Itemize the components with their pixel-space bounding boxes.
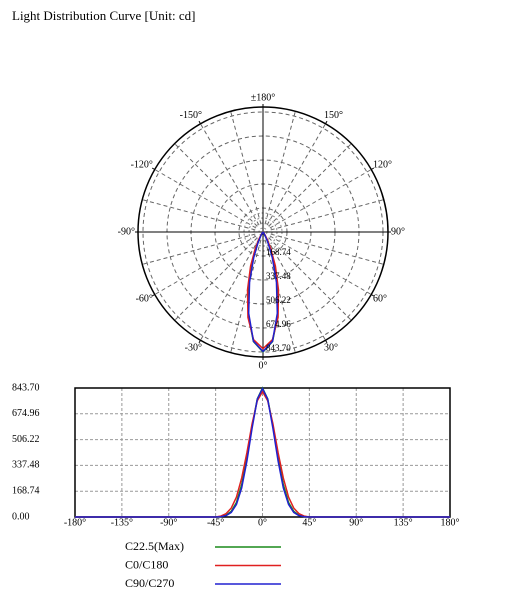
spoke	[154, 169, 257, 229]
spoke	[230, 111, 262, 225]
angle-tick-label: 150°	[324, 110, 343, 121]
angle-tick-label: -120°	[131, 159, 153, 170]
spoke	[230, 239, 262, 353]
polar-curve	[247, 231, 279, 353]
y-tick-label: 506.22	[12, 434, 40, 445]
spoke	[142, 233, 256, 265]
x-tick-label: -180°	[64, 517, 86, 528]
spoke	[174, 143, 258, 227]
spoke	[142, 199, 256, 231]
radial-tick-label: 168.74	[266, 247, 291, 257]
angle-tick-label: 90°	[391, 226, 405, 237]
x-tick-label: 135°	[394, 517, 413, 528]
spoke	[266, 123, 326, 226]
spoke	[266, 238, 326, 341]
spoke	[264, 239, 296, 353]
legend-label: C22.5(Max)	[125, 539, 184, 553]
spoke	[270, 199, 384, 231]
angle-tick	[198, 120, 201, 124]
angle-tick-label: 60°	[373, 293, 387, 304]
angle-tick	[151, 167, 155, 170]
angle-tick-label: -60°	[136, 293, 153, 304]
angle-tick-label: -150°	[180, 110, 202, 121]
x-tick-label: 90°	[349, 517, 363, 528]
x-tick-label: 180°	[441, 517, 460, 528]
legend-label: C0/C180	[125, 557, 168, 571]
y-tick-label: 168.74	[12, 485, 40, 496]
angle-tick-label: -90°	[118, 226, 135, 237]
spoke	[268, 143, 352, 227]
angle-tick	[371, 294, 375, 297]
angle-tick-label: 0°	[259, 360, 268, 371]
line	[75, 390, 450, 518]
angle-tick-label: 30°	[324, 342, 338, 353]
spoke	[200, 238, 260, 341]
angle-tick	[325, 340, 328, 344]
x-tick-label: -90°	[160, 517, 177, 528]
legend-label: C90/C270	[125, 576, 174, 590]
angle-tick-label: 120°	[373, 159, 392, 170]
radial-tick-label: 337.48	[266, 271, 291, 281]
spoke	[270, 233, 384, 265]
spoke	[264, 111, 296, 225]
spoke	[154, 235, 257, 295]
x-tick-label: -135°	[111, 517, 133, 528]
spoke	[174, 237, 258, 321]
angle-tick	[371, 167, 375, 170]
angle-tick	[325, 120, 328, 124]
y-tick-label: 674.96	[12, 408, 40, 419]
radial-tick-label: 843.70	[266, 343, 291, 353]
spoke	[269, 169, 372, 229]
radial-tick-label: 506.22	[266, 295, 291, 305]
angle-tick	[151, 294, 155, 297]
chart-title: Light Distribution Curve [Unit: cd]	[12, 8, 195, 23]
x-tick-label: -45°	[207, 517, 224, 528]
angle-tick-label: -30°	[185, 342, 202, 353]
line	[75, 386, 450, 518]
y-tick-label: 337.48	[12, 460, 40, 471]
y-tick-label: 843.70	[12, 382, 40, 393]
spoke	[268, 237, 352, 321]
angle-tick	[198, 340, 201, 344]
angle-tick-label: ±180°	[251, 92, 276, 103]
x-tick-label: 45°	[302, 517, 316, 528]
spoke	[269, 235, 372, 295]
radial-tick-label: 674.96	[266, 319, 291, 329]
x-tick-label: 0°	[258, 517, 267, 528]
spoke	[200, 123, 260, 226]
y-tick-label: 0.00	[12, 511, 30, 522]
